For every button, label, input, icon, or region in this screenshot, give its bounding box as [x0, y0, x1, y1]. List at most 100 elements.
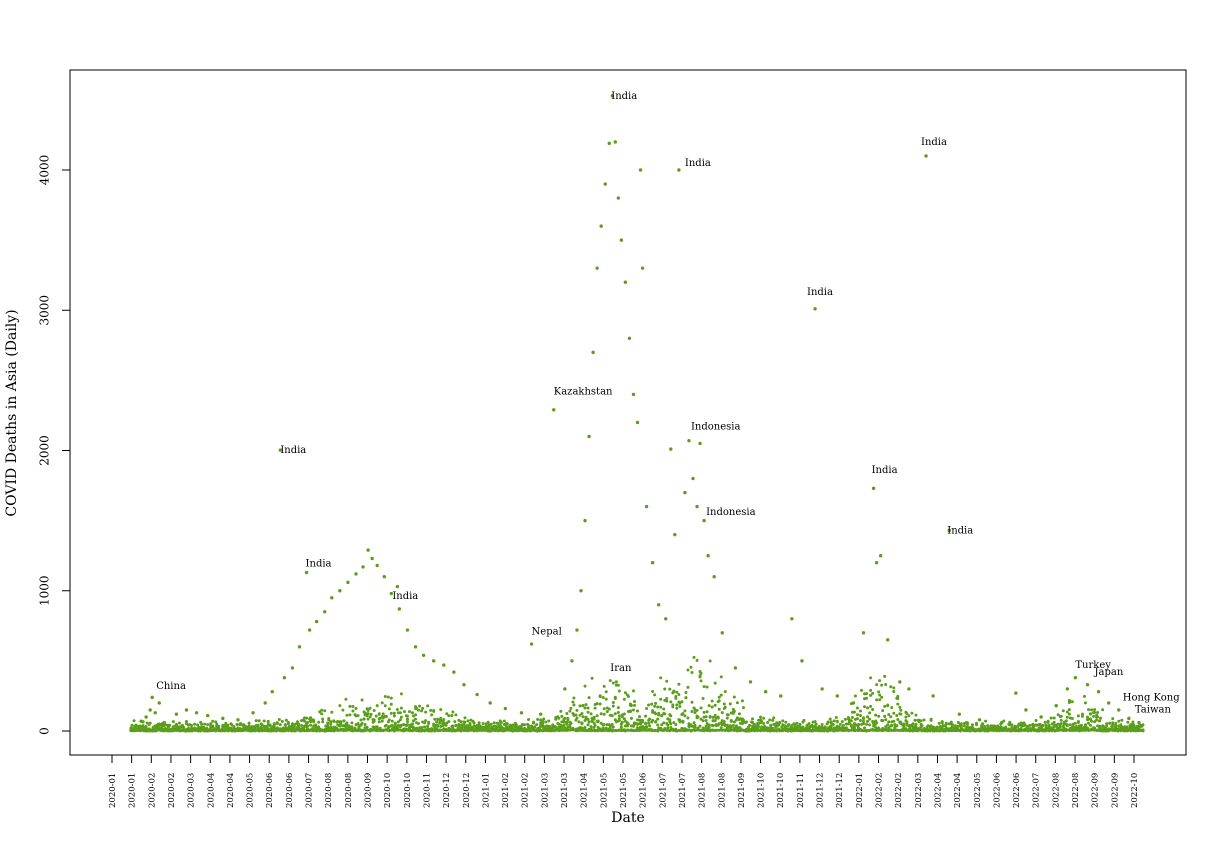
data-point [717, 707, 721, 711]
data-point [280, 719, 284, 723]
data-point [869, 693, 873, 697]
data-point [326, 721, 330, 725]
data-point [575, 628, 579, 632]
data-point [1111, 717, 1115, 721]
data-point [610, 714, 614, 718]
data-point [399, 715, 403, 719]
data-point [707, 723, 711, 727]
data-point [1093, 711, 1097, 715]
data-point [713, 703, 717, 707]
data-point [604, 697, 608, 701]
data-point [329, 720, 333, 724]
data-point [496, 721, 500, 725]
data-point [380, 719, 384, 723]
data-point [181, 725, 185, 729]
x-tick-label: 2020-12 [462, 773, 472, 808]
data-point [878, 693, 882, 697]
data-point [875, 721, 879, 725]
data-point [544, 720, 548, 724]
data-point [949, 720, 953, 724]
data-point [705, 710, 709, 714]
data-point [884, 718, 888, 722]
x-tick-label: 2020-08 [344, 773, 354, 808]
data-point [681, 712, 685, 716]
data-point [911, 722, 915, 726]
data-point [1008, 720, 1012, 724]
data-point [277, 718, 281, 722]
data-point [735, 701, 739, 705]
data-point [653, 693, 657, 697]
data-point [1083, 701, 1087, 705]
data-point [519, 711, 524, 715]
data-point [341, 708, 345, 712]
data-point [1108, 721, 1112, 725]
data-point [477, 721, 481, 725]
data-point [834, 715, 838, 719]
data-point [659, 697, 663, 701]
data-point [398, 718, 402, 722]
data-point [638, 715, 642, 719]
x-tick-label: 2021-10 [776, 773, 786, 808]
data-point [1067, 712, 1071, 716]
data-point [896, 718, 900, 722]
x-tick-label: 2021-03 [560, 773, 570, 808]
data-point [823, 726, 827, 730]
data-point [913, 718, 917, 722]
data-point [423, 725, 427, 729]
data-point [641, 718, 645, 722]
data-point [855, 717, 859, 721]
annotation-label: India [947, 525, 973, 536]
x-tick-label: 2021-05 [599, 773, 609, 808]
x-tick-label: 2022-01 [855, 773, 865, 808]
data-point [656, 603, 661, 607]
data-point [527, 717, 531, 721]
data-point [580, 711, 584, 715]
data-point [1068, 723, 1072, 727]
data-point [413, 645, 418, 649]
data-point [674, 696, 678, 700]
data-point [631, 689, 635, 693]
data-point [411, 722, 415, 726]
annotation-label: Japan [1094, 667, 1124, 678]
data-point [874, 713, 878, 717]
data-point [596, 719, 600, 723]
data-point [599, 721, 603, 725]
data-point [421, 653, 426, 657]
data-point [728, 702, 732, 706]
data-point [384, 715, 388, 719]
data-point [800, 659, 804, 663]
data-point [452, 670, 456, 674]
data-point [878, 553, 883, 558]
annotation-label: India [392, 591, 418, 602]
data-point [779, 694, 783, 698]
data-point [502, 719, 506, 723]
data-point [690, 671, 694, 675]
data-point [644, 504, 649, 509]
data-point [381, 716, 385, 720]
data-point [346, 580, 350, 585]
x-tick-label: 2021-08 [698, 773, 708, 808]
data-point [1080, 712, 1084, 716]
data-point [999, 722, 1003, 726]
data-point [683, 490, 687, 495]
data-point [865, 696, 869, 700]
data-point [732, 720, 736, 724]
data-point [445, 712, 449, 716]
data-point [563, 716, 567, 720]
data-point [221, 716, 225, 721]
data-point [584, 715, 588, 719]
x-tick-label: 2021-07 [678, 773, 688, 808]
x-tick-label: 2020-06 [285, 773, 295, 808]
data-point [772, 716, 776, 720]
data-point [354, 572, 358, 576]
x-tick-label: 2021-11 [796, 773, 806, 808]
data-point [399, 692, 403, 696]
data-point [607, 707, 611, 711]
x-tick-label: 2020-02 [147, 773, 157, 808]
data-point [603, 182, 607, 186]
data-point [668, 687, 672, 691]
data-point [572, 696, 576, 700]
y-tick-label: 2000 [38, 435, 52, 466]
data-point [849, 719, 853, 723]
data-point [144, 725, 148, 729]
